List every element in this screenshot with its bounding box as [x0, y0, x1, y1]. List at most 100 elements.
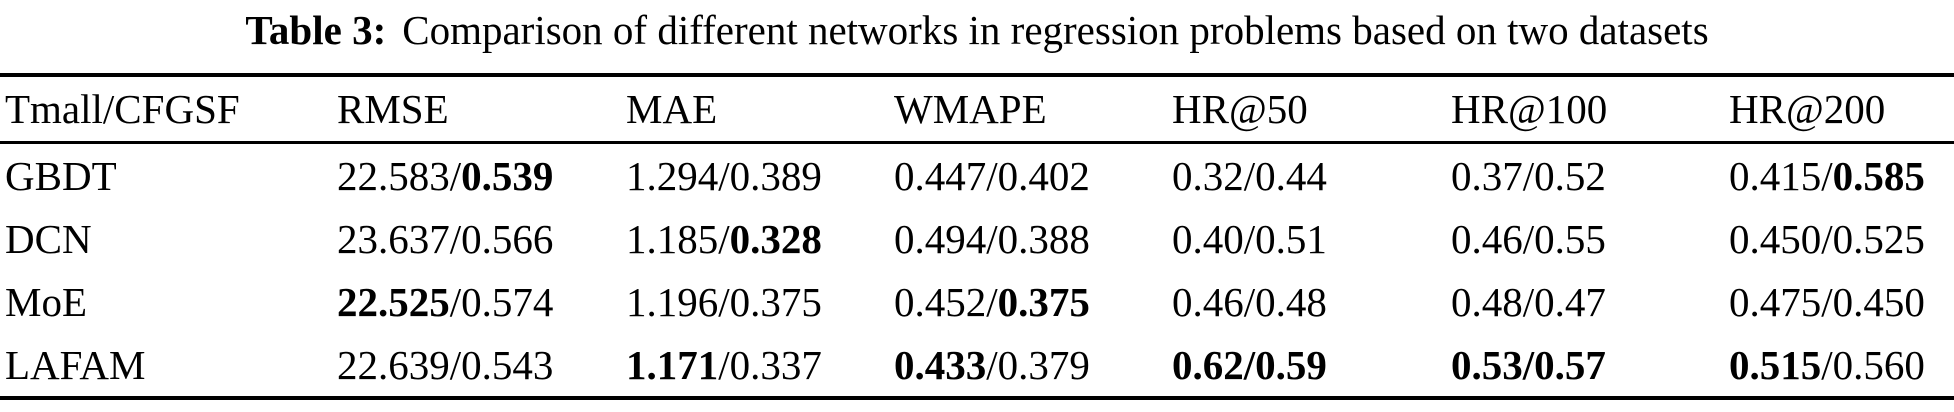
column-header-tmall-cfgsf: Tmall/CFGSF [5, 86, 240, 132]
tmall-value: 1.294 [626, 152, 719, 199]
column-header-mae: MAE [626, 86, 718, 132]
tmall-value: 0.48 [1451, 278, 1523, 325]
metric-cell: 0.46/0.48 [1172, 270, 1451, 333]
column-header-rmse: RMSE [337, 86, 449, 132]
value-separator: / [1821, 278, 1833, 325]
value-separator: / [718, 341, 730, 388]
row-label-moe: MoE [5, 278, 87, 325]
value-separator: / [718, 215, 730, 262]
metric-cell: 0.37/0.52 [1451, 143, 1729, 208]
metric-cell: 0.40/0.51 [1172, 207, 1451, 270]
value-separator: / [1522, 278, 1535, 325]
cfgsf-value: 0.55 [1534, 215, 1606, 262]
metric-cell: 1.196/0.375 [626, 270, 894, 333]
cfgsf-value: 0.52 [1534, 152, 1606, 199]
table-row-moe: MoE 22.525/0.574 1.196/0.375 0.452/0.375 0.4… [0, 270, 1954, 333]
metric-cell: 0.62/0.59 [1172, 333, 1451, 398]
metric-cell: 0.433/0.379 [894, 333, 1172, 398]
value-separator: / [1522, 215, 1535, 262]
tmall-value: 0.32 [1172, 152, 1244, 199]
value-separator: / [449, 215, 462, 262]
metric-cell: 0.415/0.585 [1729, 143, 1954, 208]
metric-cell: 0.46/0.55 [1451, 207, 1729, 270]
metric-cell: 0.475/0.450 [1729, 270, 1954, 333]
tmall-value: 22.583 [337, 152, 450, 199]
value-separator: / [986, 341, 998, 388]
cfgsf-value: 0.51 [1255, 215, 1327, 262]
tmall-value: 0.53 [1451, 341, 1523, 388]
metric-cell: 22.583/0.539 [337, 143, 626, 208]
value-separator: / [449, 152, 462, 199]
cfgsf-value: 0.379 [997, 341, 1090, 388]
cfgsf-value: 0.375 [997, 278, 1090, 325]
cfgsf-value: 0.59 [1255, 341, 1327, 388]
header-row: Tmall/CFGSF RMSE MAE WMAPE HR@50 HR@100 HR@200 [0, 75, 1954, 143]
metric-cell: 1.171/0.337 [626, 333, 894, 398]
tmall-value: 0.46 [1172, 278, 1244, 325]
metric-cell: 1.294/0.389 [626, 143, 894, 208]
row-label-gbdt: GBDT [5, 152, 117, 199]
cfgsf-value: 0.450 [1832, 278, 1925, 325]
tmall-value: 0.46 [1451, 215, 1523, 262]
tmall-value: 0.475 [1729, 278, 1822, 325]
table-caption: Table 3: Comparison of different networks… [0, 4, 1954, 56]
cfgsf-value: 0.44 [1255, 152, 1327, 199]
cfgsf-value: 0.585 [1832, 152, 1925, 199]
table-header: Tmall/CFGSF RMSE MAE WMAPE HR@50 HR@100 HR@200 [0, 75, 1954, 143]
metric-cell: 0.53/0.57 [1451, 333, 1729, 398]
tmall-value: 0.415 [1729, 152, 1822, 199]
metric-cell: 0.515/0.560 [1729, 333, 1954, 398]
tmall-value: 0.515 [1729, 341, 1822, 388]
table-caption-text: Comparison of different networks in regr… [402, 7, 1709, 53]
cfgsf-value: 0.337 [729, 341, 822, 388]
row-label-lafam: LAFAM [5, 341, 146, 388]
tmall-value: 0.494 [894, 215, 987, 262]
value-separator: / [1243, 341, 1256, 388]
metric-cell: 22.639/0.543 [337, 333, 626, 398]
value-separator: / [1821, 152, 1833, 199]
value-separator: / [449, 278, 462, 325]
cfgsf-value: 0.560 [1832, 341, 1925, 388]
value-separator: / [986, 215, 998, 262]
cfgsf-value: 0.566 [461, 215, 554, 262]
table-row-gbdt: GBDT 22.583/0.539 1.294/0.389 0.447/0.402 0.… [0, 143, 1954, 208]
column-header-hr-200: HR@200 [1729, 86, 1886, 132]
table-row-lafam: LAFAM 22.639/0.543 1.171/0.337 0.433/0.379 0… [0, 333, 1954, 398]
tmall-value: 1.171 [626, 341, 719, 388]
cfgsf-value: 0.48 [1255, 278, 1327, 325]
tmall-value: 0.40 [1172, 215, 1244, 262]
cfgsf-value: 0.388 [997, 215, 1090, 262]
value-separator: / [718, 152, 730, 199]
tmall-value: 22.525 [337, 278, 450, 325]
metric-cell: 0.450/0.525 [1729, 207, 1954, 270]
metric-cell: 1.185/0.328 [626, 207, 894, 270]
tmall-value: 0.452 [894, 278, 987, 325]
tmall-value: 0.37 [1451, 152, 1523, 199]
value-separator: / [986, 278, 998, 325]
value-separator: / [1243, 152, 1256, 199]
cfgsf-value: 0.525 [1832, 215, 1925, 262]
row-label-dcn: DCN [5, 215, 92, 262]
cfgsf-value: 0.375 [729, 278, 822, 325]
value-separator: / [1522, 341, 1535, 388]
value-separator: / [1243, 278, 1256, 325]
metric-cell: 23.637/0.566 [337, 207, 626, 270]
metric-cell: 0.494/0.388 [894, 207, 1172, 270]
tmall-value: 1.196 [626, 278, 719, 325]
metric-cell: 0.48/0.47 [1451, 270, 1729, 333]
value-separator: / [1243, 215, 1256, 262]
tmall-value: 0.447 [894, 152, 987, 199]
tmall-value: 1.185 [626, 215, 719, 262]
tmall-value: 0.433 [894, 341, 987, 388]
cfgsf-value: 0.47 [1534, 278, 1606, 325]
comparison-table: Tmall/CFGSF RMSE MAE WMAPE HR@50 HR@100 HR@200… [0, 73, 1954, 400]
value-separator: / [449, 341, 462, 388]
cfgsf-value: 0.402 [997, 152, 1090, 199]
value-separator: / [986, 152, 998, 199]
value-separator: / [718, 278, 730, 325]
cfgsf-value: 0.543 [461, 341, 554, 388]
cfgsf-value: 0.389 [729, 152, 822, 199]
value-separator: / [1522, 152, 1535, 199]
tmall-value: 0.450 [1729, 215, 1822, 262]
